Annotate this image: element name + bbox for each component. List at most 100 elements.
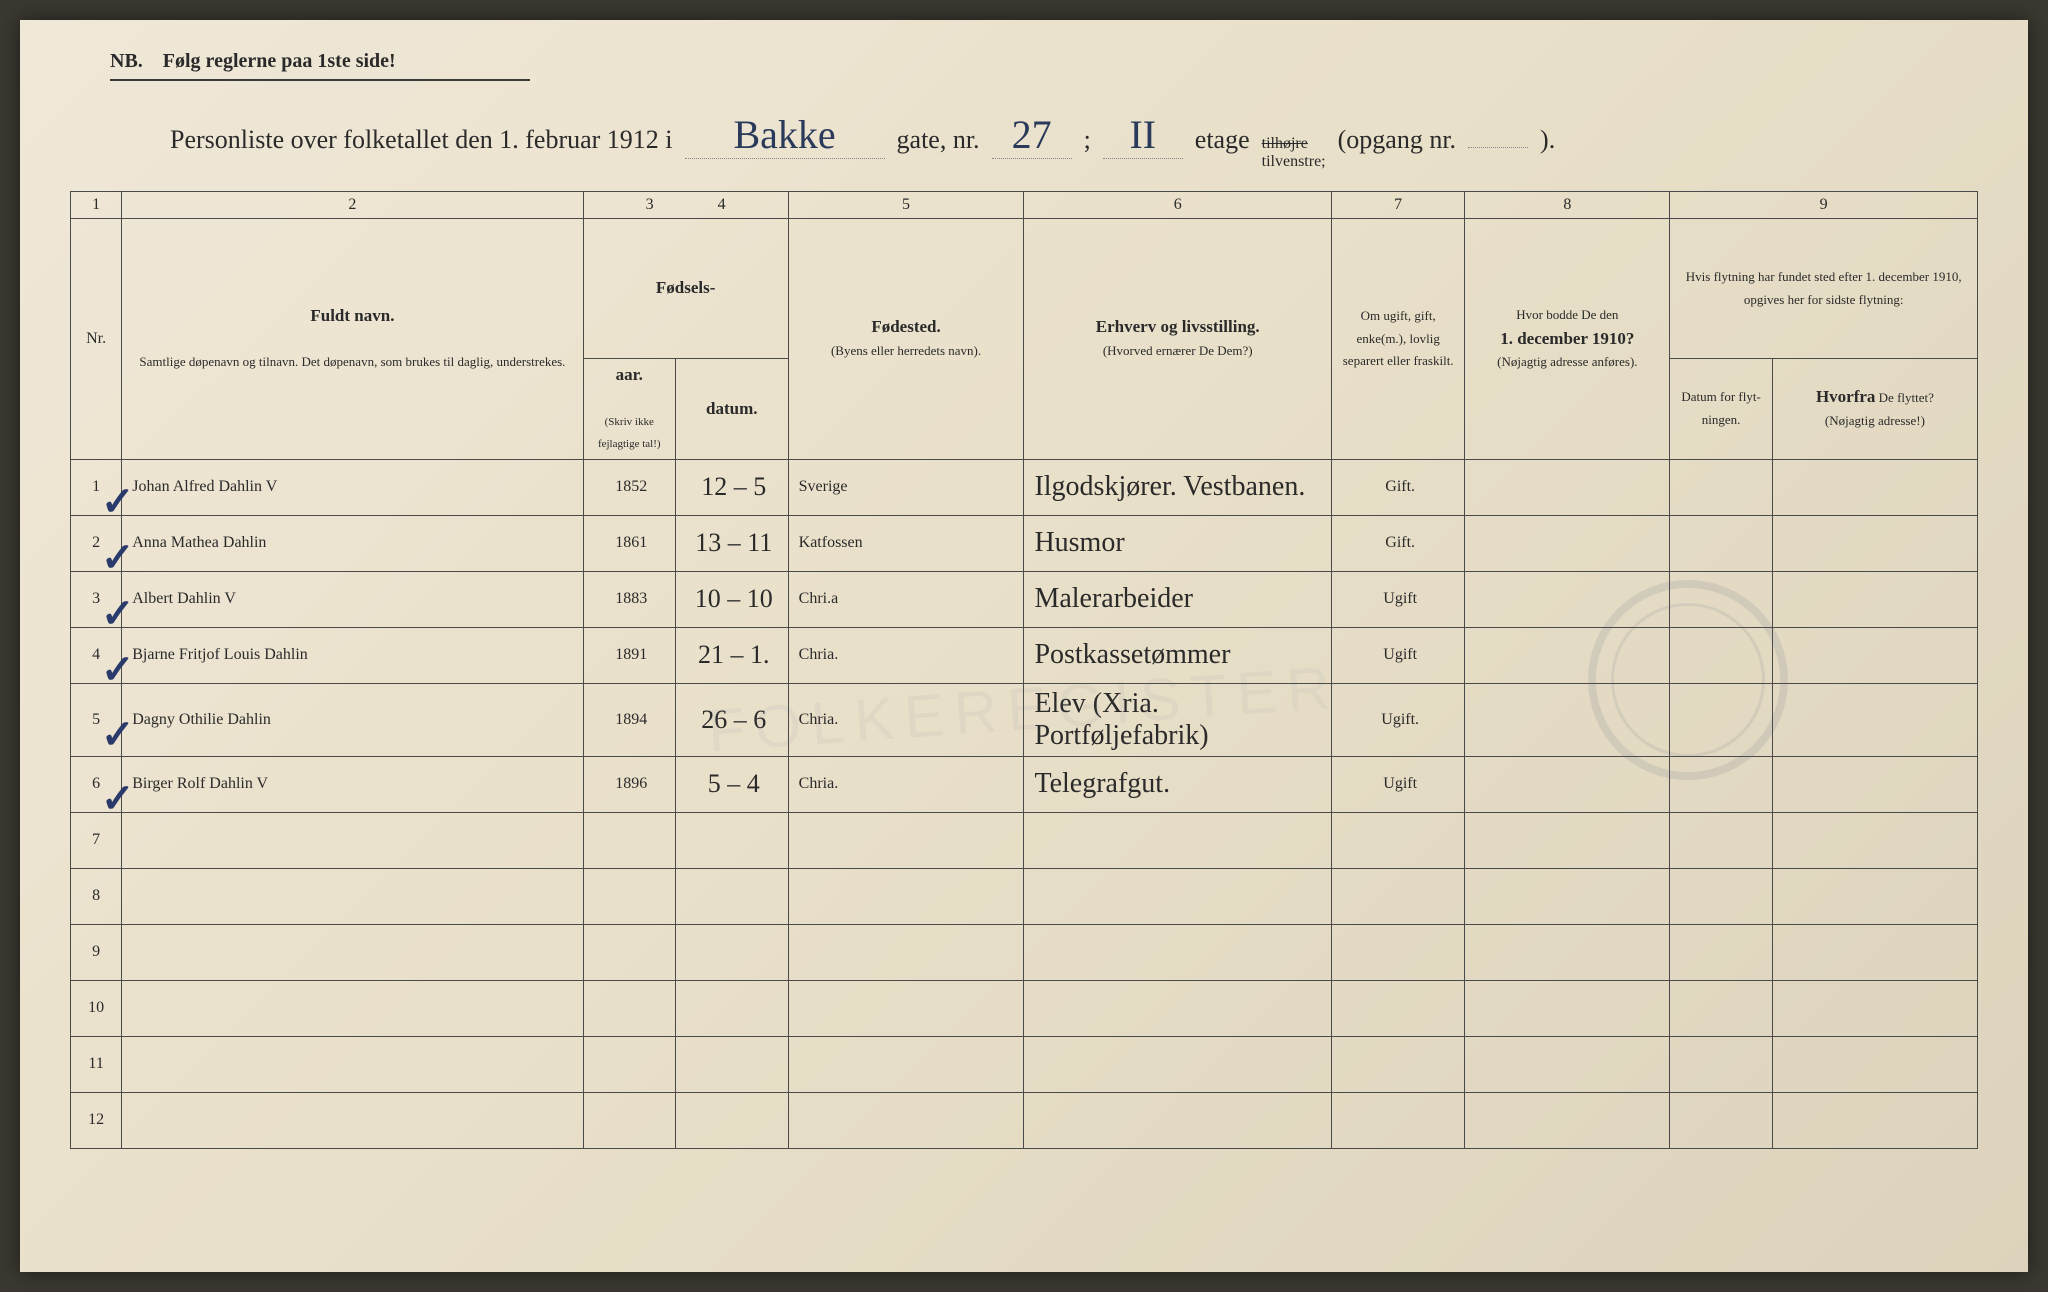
cell-year: 1894: [583, 683, 675, 756]
cell-occupation: Elev (Xria. Portføljefabrik): [1024, 683, 1332, 756]
cell-nr: ✓4: [71, 627, 122, 683]
nb-instruction: NB. Følg reglerne paa 1ste side!: [110, 50, 1978, 73]
cell-name: Birger Rolf Dahlin V: [122, 756, 583, 812]
colnum-5: 5: [788, 192, 1024, 219]
cell-birthplace: [788, 980, 1024, 1036]
cell-move-from: [1772, 1036, 1977, 1092]
cell-nr: 10: [71, 980, 122, 1036]
cell-nr: 8: [71, 868, 122, 924]
header-nr: Nr.: [71, 219, 122, 460]
table-row: 9: [71, 924, 1978, 980]
cell-move-date: [1670, 812, 1773, 868]
cell-date: 10 – 10: [675, 571, 788, 627]
cell-address-1910: [1465, 627, 1670, 683]
cell-move-from: [1772, 980, 1977, 1036]
cell-date: 12 – 5: [675, 459, 788, 515]
cell-marital: [1332, 1036, 1465, 1092]
cell-move-date: [1670, 459, 1773, 515]
separator: ;: [1084, 125, 1091, 155]
cell-name: Anna Mathea Dahlin: [122, 515, 583, 571]
cell-name: [122, 868, 583, 924]
cell-move-date: [1670, 627, 1773, 683]
cell-marital: Gift.: [1332, 515, 1465, 571]
cell-name: Albert Dahlin V: [122, 571, 583, 627]
census-table: 1 2 3 4 5 6 7 8 9 Nr. Fuldt navn. Samtli…: [70, 191, 1978, 1149]
colnum-1: 1: [71, 192, 122, 219]
cell-birthplace: [788, 868, 1024, 924]
cell-occupation: [1024, 1092, 1332, 1148]
checkmark: ✓: [101, 711, 135, 758]
cell-move-from: [1772, 812, 1977, 868]
cell-year: 1896: [583, 756, 675, 812]
cell-move-from: [1772, 868, 1977, 924]
cell-name: [122, 924, 583, 980]
cell-move-from: [1772, 756, 1977, 812]
cell-year: [583, 924, 675, 980]
cell-year: [583, 868, 675, 924]
cell-nr: 12: [71, 1092, 122, 1148]
cell-occupation: Malerarbeider: [1024, 571, 1332, 627]
street-name-handwritten: Bakke: [685, 111, 885, 159]
cell-address-1910: [1465, 980, 1670, 1036]
cell-name: Johan Alfred Dahlin V: [122, 459, 583, 515]
header-address-1910: Hvor bodde De den 1. december 1910? (Nøj…: [1465, 219, 1670, 460]
header-name: Fuldt navn. Samtlige døpenavn og tilnavn…: [122, 219, 583, 460]
cell-name: Dagny Othilie Dahlin: [122, 683, 583, 756]
cell-year: [583, 980, 675, 1036]
cell-date: [675, 1092, 788, 1148]
opgang-label: (opgang nr.: [1338, 125, 1456, 155]
title-prefix: Personliste over folketallet den 1. febr…: [170, 125, 673, 155]
header-label-row: Nr. Fuldt navn. Samtlige døpenavn og til…: [71, 219, 1978, 359]
cell-marital: Ugift: [1332, 627, 1465, 683]
cell-move-date: [1670, 756, 1773, 812]
cell-nr: 9: [71, 924, 122, 980]
cell-year: [583, 812, 675, 868]
header-move-date: Datum for flyt-ningen.: [1670, 359, 1773, 460]
cell-nr: ✓5: [71, 683, 122, 756]
cell-move-from: [1772, 459, 1977, 515]
cell-marital: [1332, 812, 1465, 868]
cell-birthplace: Katfossen: [788, 515, 1024, 571]
cell-year: 1891: [583, 627, 675, 683]
cell-marital: [1332, 980, 1465, 1036]
colnum-9: 9: [1670, 192, 1978, 219]
cell-birthplace: Chria.: [788, 756, 1024, 812]
gate-label: gate, nr.: [897, 125, 980, 155]
table-row: ✓2Anna Mathea Dahlin186113 – 11Katfossen…: [71, 515, 1978, 571]
cell-marital: [1332, 868, 1465, 924]
side-kept: tilvenstre;: [1262, 153, 1326, 170]
cell-nr: ✓2: [71, 515, 122, 571]
nb-underline: [110, 79, 530, 81]
cell-move-from: [1772, 683, 1977, 756]
cell-date: [675, 868, 788, 924]
table-header: 1 2 3 4 5 6 7 8 9 Nr. Fuldt navn. Samtli…: [71, 192, 1978, 460]
cell-year: 1883: [583, 571, 675, 627]
cell-marital: [1332, 1092, 1465, 1148]
etage-label: etage: [1195, 125, 1250, 155]
cell-date: [675, 980, 788, 1036]
cell-address-1910: [1465, 868, 1670, 924]
cell-move-from: [1772, 924, 1977, 980]
cell-occupation: Postkassetømmer: [1024, 627, 1332, 683]
cell-birthplace: Chria.: [788, 627, 1024, 683]
table-row: ✓3Albert Dahlin V188310 – 10Chri.aMalera…: [71, 571, 1978, 627]
cell-date: [675, 812, 788, 868]
cell-address-1910: [1465, 812, 1670, 868]
cell-nr: ✓1: [71, 459, 122, 515]
cell-occupation: Husmor: [1024, 515, 1332, 571]
cell-move-date: [1670, 924, 1773, 980]
cell-date: 26 – 6: [675, 683, 788, 756]
table-row: ✓4Bjarne Fritjof Louis Dahlin189121 – 1.…: [71, 627, 1978, 683]
colnum-2: 2: [122, 192, 583, 219]
table-row: 12: [71, 1092, 1978, 1148]
cell-move-from: [1772, 515, 1977, 571]
cell-birthplace: Chria.: [788, 683, 1024, 756]
table-row: ✓5Dagny Othilie Dahlin189426 – 6Chria.El…: [71, 683, 1978, 756]
cell-move-from: [1772, 1092, 1977, 1148]
cell-move-date: [1670, 683, 1773, 756]
cell-marital: Ugift: [1332, 571, 1465, 627]
cell-marital: Gift.: [1332, 459, 1465, 515]
cell-birthplace: [788, 924, 1024, 980]
form-title-line: Personliste over folketallet den 1. febr…: [170, 111, 1978, 171]
cell-move-date: [1670, 1036, 1773, 1092]
